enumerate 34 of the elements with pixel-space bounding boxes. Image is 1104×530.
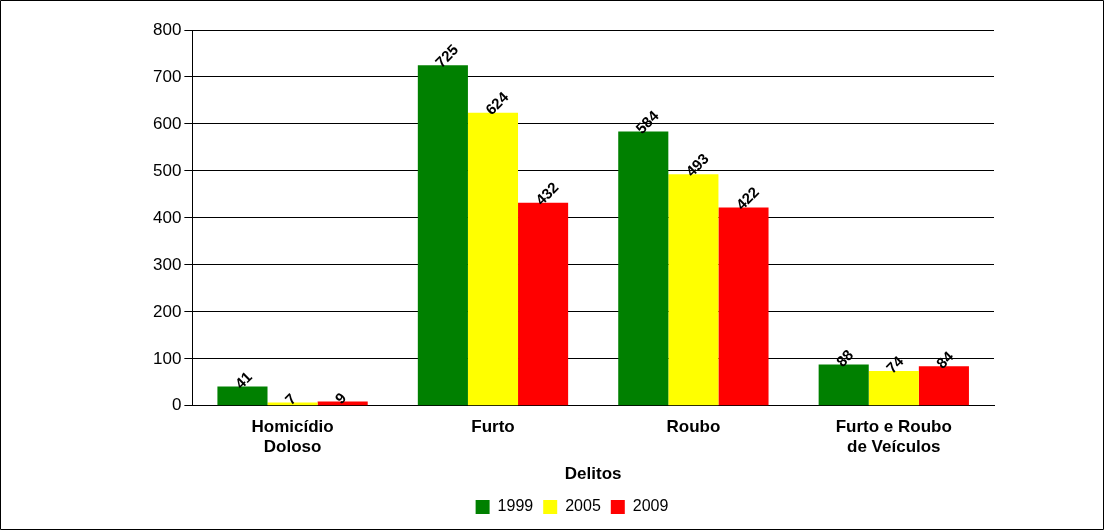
legend-label: 2009 [632,497,669,515]
y-tick-label: 200 [152,301,182,321]
y-tick-label: 500 [152,160,182,180]
bar [518,202,569,406]
x-axis-title: Delitos [564,464,622,484]
y-tick-label: 0 [171,395,182,415]
bar [918,366,969,406]
bar [668,174,719,406]
data-label: 624 [481,87,512,118]
data-label: 725 [431,40,462,71]
data-label: 422 [732,183,762,213]
y-tick-label: 700 [152,66,182,86]
x-tick-label: Homicídio Doloso [251,416,334,457]
legend-label: 2005 [565,497,601,515]
y-tick-label: 600 [152,113,182,133]
y-tick-label: 800 [152,19,182,39]
bar [417,65,468,406]
bar [217,386,268,406]
bar [718,207,769,406]
data-label: 41 [231,368,256,392]
bar [868,371,919,406]
x-tick-label: Furto [471,416,515,436]
legend-label: 1999 [497,497,534,515]
y-tick-label: 100 [152,348,182,368]
data-label: 584 [632,106,663,137]
data-label: 493 [682,149,712,180]
data-label: 7 [281,389,300,408]
data-label: 432 [531,178,562,209]
data-label: 9 [331,388,350,407]
x-tick-label: Roubo [666,416,721,436]
x-tick-label: Furto e Roubo de Veículos [835,416,952,457]
bar [467,112,519,406]
y-tick-label: 400 [152,207,182,227]
y-tick-label: 300 [152,254,182,274]
